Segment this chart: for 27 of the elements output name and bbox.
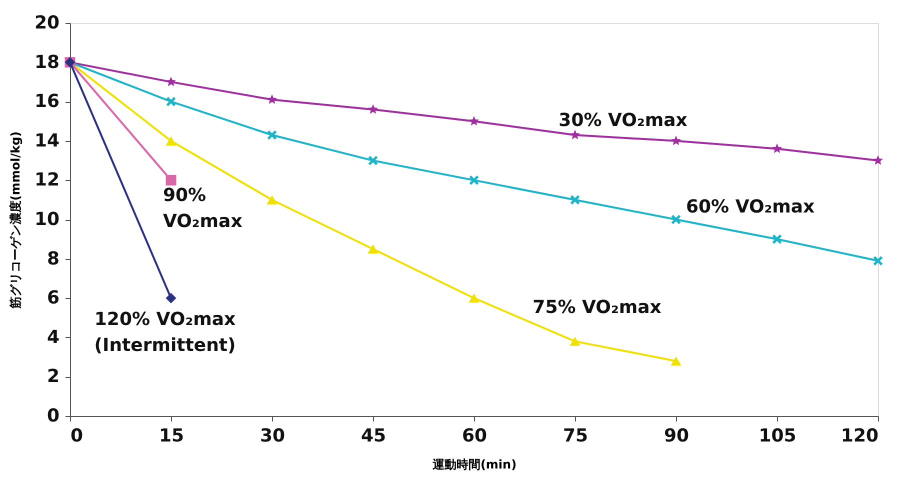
y-tick-label: 2 — [46, 366, 60, 388]
x-tick-label: 30 — [260, 426, 286, 446]
y-tick-label: 16 — [34, 91, 60, 112]
y-tick-label: 4 — [46, 326, 60, 348]
y-tick-label: 6 — [46, 288, 60, 309]
y-tick-label: 12 — [34, 170, 60, 191]
series-label: 90% VO₂max — [163, 185, 243, 232]
y-tick-label: 20 — [34, 12, 60, 34]
y-tick-label: 8 — [46, 248, 60, 270]
series-label: 75% VO₂max — [532, 296, 662, 318]
x-tick-label: 90 — [664, 426, 690, 446]
series-label: 30% VO₂max — [558, 110, 688, 131]
x-tick-label: 0 — [70, 426, 84, 446]
series-label: 60% VO₂max — [686, 196, 816, 218]
x-axis-title: 運動時間(min) — [431, 458, 517, 472]
x-tick-label: 105 — [758, 426, 796, 446]
x-tick-label: 120 — [840, 426, 878, 446]
y-tick-label: 10 — [34, 209, 60, 230]
y-tick-label: 0 — [46, 406, 60, 426]
x-tick-label: 60 — [462, 426, 488, 446]
y-tick-label: 18 — [34, 52, 60, 73]
y-axis-title: 筋グリコーゲン濃度(mmol/kg) — [8, 131, 22, 310]
x-tick-label: 15 — [158, 426, 184, 446]
x-tick-label: 45 — [360, 426, 386, 446]
y-tick-label: 14 — [34, 130, 60, 152]
series-label: 120% VO₂max (Intermittent) — [94, 309, 236, 356]
x-tick-label: 75 — [562, 426, 588, 446]
